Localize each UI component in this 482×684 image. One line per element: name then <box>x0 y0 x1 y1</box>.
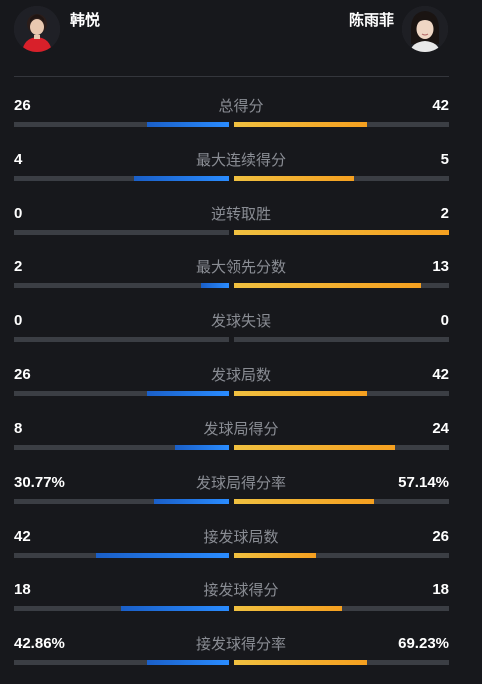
stat-left-bar-track <box>14 176 229 181</box>
stat-left-bar-fill <box>147 122 229 127</box>
stat-right-value: 26 <box>432 528 449 545</box>
stat-right-bar-fill <box>234 176 354 181</box>
stat-right-bar-track <box>234 445 449 450</box>
stat-label: 接发球得分率 <box>195 635 286 653</box>
match-header: 韩悦 陈雨菲 <box>0 0 482 76</box>
stat-right-bar-fill <box>234 283 421 288</box>
stat-label: 总得分 <box>218 97 264 115</box>
stat-row: 26 总得分 42 <box>0 96 482 136</box>
stat-right-value: 57.14% <box>398 474 449 491</box>
stat-right-bar-track <box>234 337 449 342</box>
stat-left-bar-track <box>14 337 229 342</box>
stat-row: 0 发球失误 0 <box>0 311 482 351</box>
stat-left-bar-track <box>14 553 229 558</box>
stat-row: 42.86% 接发球得分率 69.23% <box>0 634 482 674</box>
stat-right-value: 42 <box>432 97 449 114</box>
stat-label: 逆转取胜 <box>210 205 271 223</box>
stat-right-bar-fill <box>234 660 367 665</box>
stat-left-value: 18 <box>14 581 31 598</box>
stat-left-bar-fill <box>175 445 229 450</box>
stat-right-bar-fill <box>234 606 342 611</box>
stat-right-value: 2 <box>440 205 449 222</box>
stat-right-value: 0 <box>440 312 449 329</box>
stat-left-value: 26 <box>14 366 31 383</box>
player-left-avatar[interactable] <box>14 6 60 52</box>
stat-left-bar-track <box>14 445 229 450</box>
stat-row: 30.77% 发球局得分率 57.14% <box>0 473 482 513</box>
stat-left-bar-track <box>14 660 229 665</box>
stat-row: 18 接发球得分 18 <box>0 580 482 620</box>
stat-left-bar-track <box>14 606 229 611</box>
stat-left-bar-fill <box>134 176 229 181</box>
stat-left-bar-fill <box>96 553 229 558</box>
stat-right-bar-track <box>234 122 449 127</box>
stat-right-value: 5 <box>440 151 449 168</box>
stat-right-bar-fill <box>234 553 316 558</box>
stat-left-bar-track <box>14 499 229 504</box>
stat-label: 发球失误 <box>210 312 271 330</box>
stat-left-bar-fill <box>147 660 229 665</box>
stat-left-bar-track <box>14 122 229 127</box>
stat-left-bar-track <box>14 283 229 288</box>
stat-right-value: 13 <box>432 258 449 275</box>
stat-label: 接发球局数 <box>203 528 279 546</box>
stat-right-bar-track <box>234 283 449 288</box>
stat-left-value: 4 <box>14 151 23 168</box>
stat-label: 最大连续得分 <box>195 151 286 169</box>
stat-right-bar-track <box>234 499 449 504</box>
stat-left-value: 26 <box>14 97 31 114</box>
stat-left-bar-fill <box>201 283 229 288</box>
stat-right-bar-track <box>234 660 449 665</box>
stat-left-value: 42 <box>14 528 31 545</box>
player-left-photo-icon <box>14 6 60 52</box>
player-left-name: 韩悦 <box>70 11 101 29</box>
player-right-photo-icon <box>402 6 448 52</box>
stat-row: 2 最大领先分数 13 <box>0 257 482 297</box>
stat-right-bar-fill <box>234 445 395 450</box>
stat-right-value: 42 <box>432 366 449 383</box>
stat-label: 接发球得分 <box>203 581 279 599</box>
stat-label: 最大领先分数 <box>195 258 286 276</box>
stat-row: 0 逆转取胜 2 <box>0 204 482 244</box>
stat-right-bar-fill <box>234 499 374 504</box>
stat-left-value: 0 <box>14 205 23 222</box>
stat-left-bar-track <box>14 230 229 235</box>
stat-left-value: 0 <box>14 312 23 329</box>
stat-row: 42 接发球局数 26 <box>0 527 482 567</box>
stat-right-bar-track <box>234 391 449 396</box>
stat-right-value: 18 <box>432 581 449 598</box>
stat-right-bar-fill <box>234 230 449 235</box>
stat-left-value: 30.77% <box>14 474 65 491</box>
stat-right-bar-track <box>234 176 449 181</box>
stat-left-bar-track <box>14 391 229 396</box>
stat-row: 8 发球局得分 24 <box>0 419 482 459</box>
stat-right-value: 24 <box>432 420 449 437</box>
player-right-avatar[interactable] <box>402 6 448 52</box>
header-divider <box>14 76 449 77</box>
stat-label: 发球局得分率 <box>195 474 286 492</box>
player-right-name: 陈雨菲 <box>348 11 394 29</box>
stat-left-bar-fill <box>147 391 229 396</box>
stat-left-value: 2 <box>14 258 23 275</box>
stat-right-bar-fill <box>234 391 367 396</box>
stat-right-bar-track <box>234 606 449 611</box>
stat-right-value: 69.23% <box>398 635 449 652</box>
stat-left-bar-fill <box>121 606 229 611</box>
stat-left-value: 42.86% <box>14 635 65 652</box>
stat-right-bar-fill <box>234 122 367 127</box>
stat-right-bar-track <box>234 230 449 235</box>
stat-row: 26 发球局数 42 <box>0 365 482 405</box>
stat-left-value: 8 <box>14 420 23 437</box>
stat-label: 发球局数 <box>210 366 271 384</box>
stat-left-bar-fill <box>154 499 229 504</box>
stat-label: 发球局得分 <box>203 420 279 438</box>
stat-right-bar-track <box>234 553 449 558</box>
stat-row: 4 最大连续得分 5 <box>0 150 482 190</box>
